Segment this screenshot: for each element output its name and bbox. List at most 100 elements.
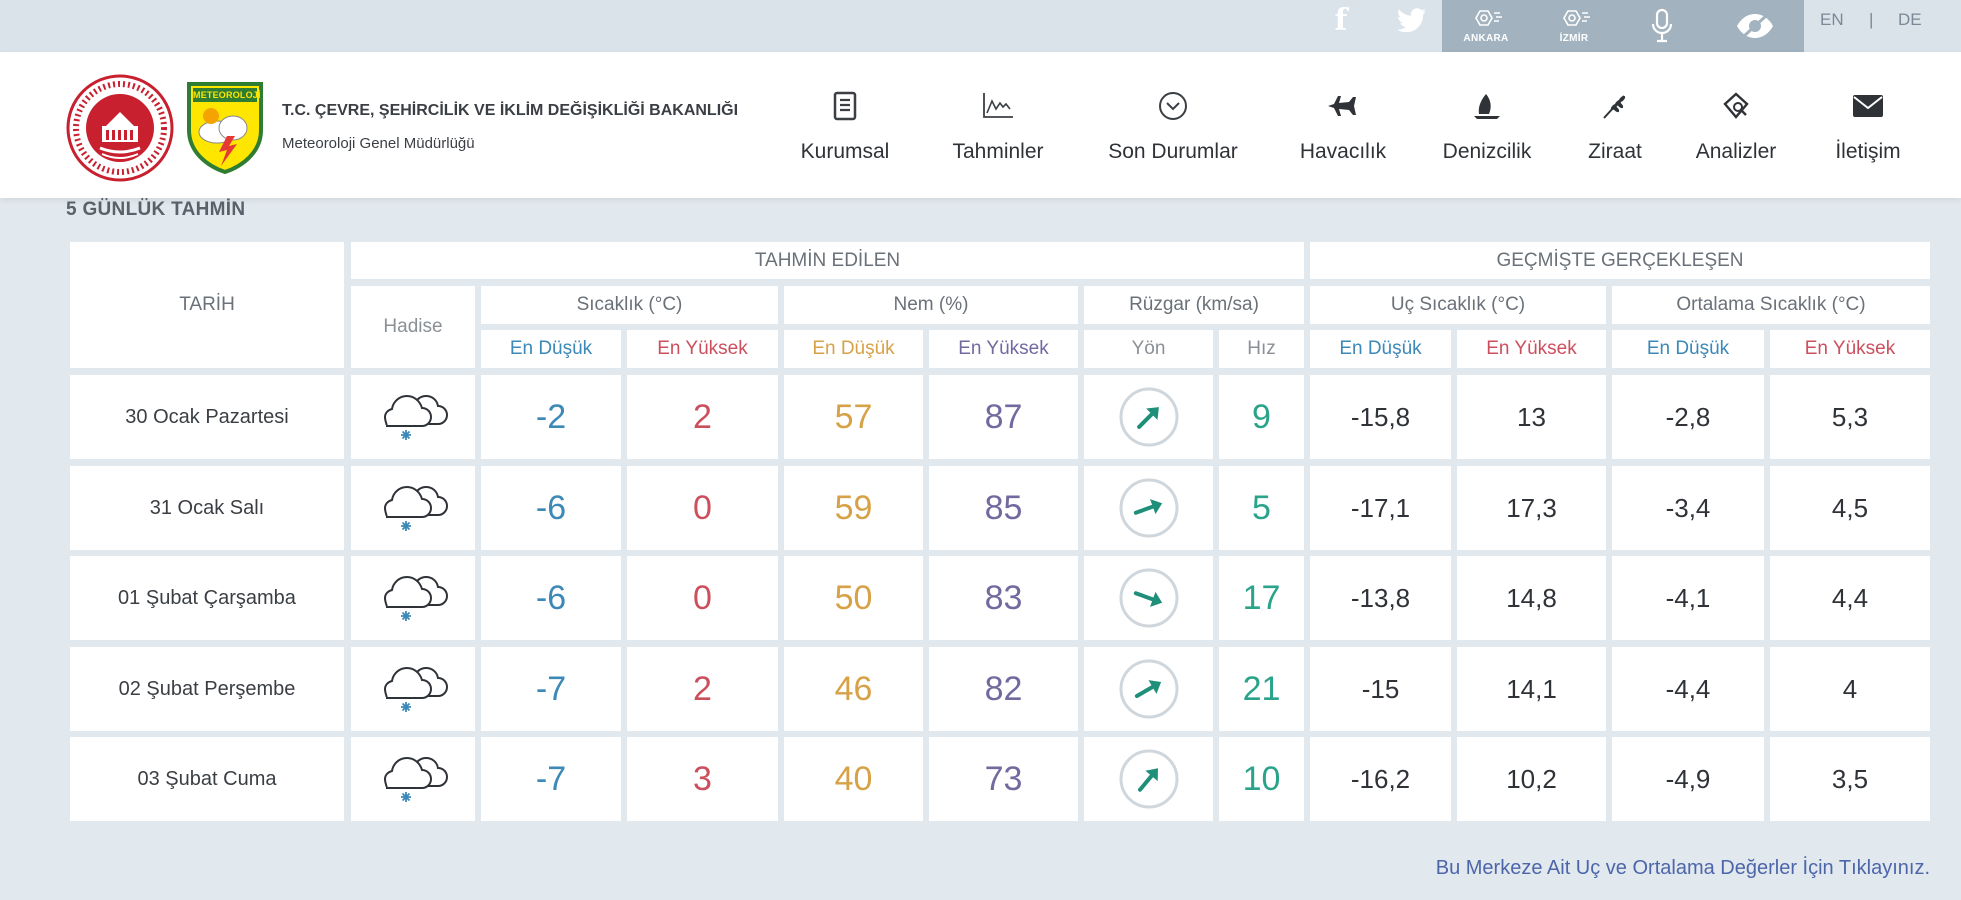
row-temp-max: 0 bbox=[627, 556, 778, 640]
row-ext-max: 14,8 bbox=[1457, 556, 1606, 640]
nav-item-iletisim[interactable]: İletişim bbox=[1818, 84, 1918, 174]
nav-item-havacilik[interactable]: Havacılık bbox=[1289, 84, 1397, 174]
header-hiz: Hız bbox=[1219, 330, 1304, 368]
microphone-icon bbox=[1651, 8, 1673, 43]
row-temp-max: 2 bbox=[627, 647, 778, 731]
document-icon bbox=[833, 91, 857, 121]
row-hum-max: 83 bbox=[929, 556, 1078, 640]
lang-de-link[interactable]: DE bbox=[1898, 10, 1922, 29]
city-sensor-icon bbox=[1563, 9, 1590, 26]
header-avg-max: En Yüksek bbox=[1770, 330, 1930, 368]
row-temp-min: -6 bbox=[481, 466, 621, 550]
row-wind-speed: 21 bbox=[1219, 647, 1304, 731]
meteoroloji-logo[interactable]: METEOROLOJİ bbox=[185, 80, 265, 176]
wind-direction-icon bbox=[1119, 478, 1178, 538]
row-weather bbox=[351, 375, 475, 459]
header-uc-sicaklik: Uç Sıcaklık (°C) bbox=[1310, 286, 1606, 324]
row-wind-dir bbox=[1084, 737, 1213, 821]
row-temp-min: -2 bbox=[481, 375, 621, 459]
voice-button[interactable] bbox=[1618, 0, 1706, 52]
nav-item-kurumsal[interactable]: Kurumsal bbox=[790, 84, 900, 174]
wind-direction-icon bbox=[1119, 387, 1178, 447]
row-temp-max: 3 bbox=[627, 737, 778, 821]
accessibility-tools: ANKARA İZMİR bbox=[1442, 0, 1804, 52]
row-wind-speed: 5 bbox=[1219, 466, 1304, 550]
header-tarih: TARİH bbox=[70, 242, 344, 368]
row-date: 02 Şubat Perşembe bbox=[70, 647, 344, 731]
row-ext-min: -16,2 bbox=[1310, 737, 1451, 821]
row-ext-min: -17,1 bbox=[1310, 466, 1451, 550]
header-nem: Nem (%) bbox=[784, 286, 1078, 324]
contrast-button[interactable] bbox=[1706, 0, 1804, 52]
nav-label: Denizcilik bbox=[1442, 140, 1532, 163]
lang-separator: | bbox=[1869, 10, 1874, 29]
ankara-station-button[interactable]: ANKARA bbox=[1442, 0, 1530, 52]
nav-label: Kurumsal bbox=[800, 140, 890, 163]
row-ext-max: 10,2 bbox=[1457, 737, 1606, 821]
wind-direction-icon bbox=[1119, 659, 1178, 719]
nav-label: İletişim bbox=[1835, 140, 1901, 163]
nav-item-denizcilik[interactable]: Denizcilik bbox=[1431, 84, 1543, 174]
chevron-circle-icon bbox=[1159, 92, 1187, 120]
izmir-label: İZMİR bbox=[1559, 32, 1589, 44]
ministry-name: T.C. ÇEVRE, ŞEHİRCİLİK VE İKLİM DEĞİŞİKL… bbox=[282, 102, 739, 119]
header-temp-min: En Düşük bbox=[481, 330, 621, 368]
row-weather bbox=[351, 737, 475, 821]
station-stats-link[interactable]: Bu Merkeze Ait Uç ve Ortalama Değerler İ… bbox=[1435, 857, 1930, 879]
row-ext-max: 17,3 bbox=[1457, 466, 1606, 550]
row-temp-min: -7 bbox=[481, 647, 621, 731]
nav-item-ziraat[interactable]: Ziraat bbox=[1575, 84, 1655, 174]
header-temp-max: En Yüksek bbox=[627, 330, 778, 368]
lang-en-link[interactable]: EN bbox=[1820, 10, 1844, 29]
row-hum-max: 82 bbox=[929, 647, 1078, 731]
facebook-icon[interactable]: f bbox=[1334, 2, 1348, 38]
row-ext-min: -13,8 bbox=[1310, 556, 1451, 640]
row-wind-dir bbox=[1084, 375, 1213, 459]
header-yon: Yön bbox=[1084, 330, 1213, 368]
nav-label: Ziraat bbox=[1588, 140, 1642, 163]
chart-icon bbox=[983, 93, 1013, 118]
cloud-snow-icon bbox=[383, 666, 449, 712]
section-title: 5 GÜNLÜK TAHMİN bbox=[66, 199, 246, 220]
row-avg-min: -4,1 bbox=[1612, 556, 1764, 640]
nav-label: Analizler bbox=[1695, 140, 1777, 163]
row-avg-max: 4,4 bbox=[1770, 556, 1930, 640]
header-ruzgar: Rüzgar (km/sa) bbox=[1084, 286, 1304, 324]
row-temp-max: 2 bbox=[627, 375, 778, 459]
nav-item-son-durumlar[interactable]: Son Durumlar bbox=[1096, 84, 1250, 174]
wheat-icon bbox=[1603, 95, 1626, 119]
nav-label: Son Durumlar bbox=[1108, 140, 1238, 163]
izmir-station-button[interactable]: İZMİR bbox=[1530, 0, 1618, 52]
ministry-seal-logo[interactable] bbox=[66, 74, 174, 182]
row-avg-max: 5,3 bbox=[1770, 375, 1930, 459]
row-hum-min: 40 bbox=[784, 737, 923, 821]
row-hum-max: 85 bbox=[929, 466, 1078, 550]
row-hum-min: 59 bbox=[784, 466, 923, 550]
header-ext-max: En Yüksek bbox=[1457, 330, 1606, 368]
row-avg-min: -4,9 bbox=[1612, 737, 1764, 821]
cloud-snow-icon bbox=[383, 485, 449, 531]
row-avg-max: 3,5 bbox=[1770, 737, 1930, 821]
row-date: 31 Ocak Salı bbox=[70, 466, 344, 550]
twitter-icon[interactable] bbox=[1390, 0, 1434, 40]
header-avg-min: En Düşük bbox=[1612, 330, 1764, 368]
row-hum-max: 87 bbox=[929, 375, 1078, 459]
header-hum-max: En Yüksek bbox=[929, 330, 1078, 368]
nav-item-analizler[interactable]: Analizler bbox=[1683, 84, 1789, 174]
envelope-icon bbox=[1853, 95, 1883, 117]
nav-item-tahminler[interactable]: Tahminler bbox=[939, 84, 1057, 174]
row-wind-speed: 10 bbox=[1219, 737, 1304, 821]
row-date: 03 Şubat Cuma bbox=[70, 737, 344, 821]
wind-direction-icon bbox=[1119, 749, 1178, 809]
cloud-snow-icon bbox=[383, 575, 449, 621]
row-avg-max: 4,5 bbox=[1770, 466, 1930, 550]
site-header bbox=[0, 52, 1961, 198]
cloud-snow-icon bbox=[383, 756, 449, 802]
wind-direction-icon bbox=[1119, 568, 1178, 628]
eye-icon bbox=[1737, 13, 1773, 39]
nav-label: Havacılık bbox=[1299, 140, 1387, 163]
row-avg-min: -2,8 bbox=[1612, 375, 1764, 459]
row-wind-dir bbox=[1084, 466, 1213, 550]
header-hadise: Hadise bbox=[351, 286, 475, 368]
row-temp-min: -6 bbox=[481, 556, 621, 640]
